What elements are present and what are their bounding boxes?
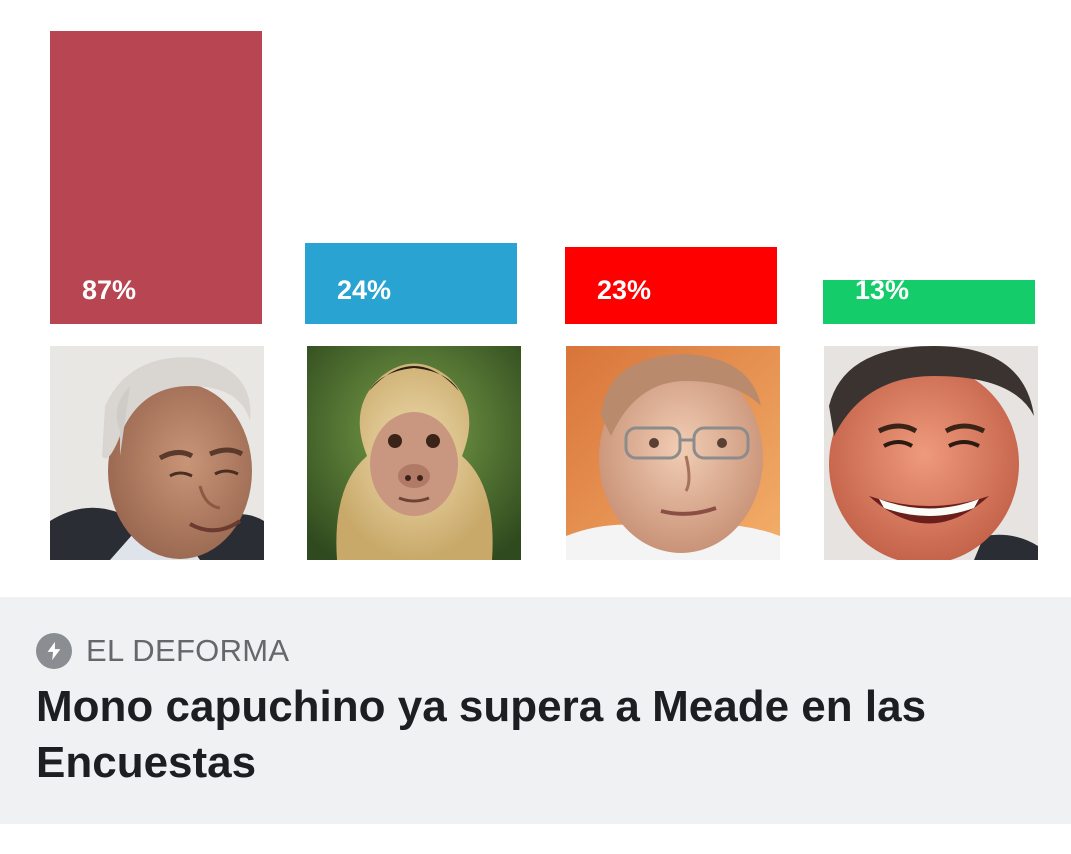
lightning-bolt-icon [36,633,72,669]
capuchin-monkey-photo [307,346,521,560]
candidate-photo-3 [566,346,780,560]
bar-label-4: 13% [855,275,909,305]
card-bottom-margin [0,824,1071,854]
candidate-photo-1 [50,346,264,560]
bar-3 [565,247,777,324]
source-row: EL DEFORMA [36,633,289,669]
poll-bar-chart: 87% 24% 23% 13% [50,31,1038,560]
bar-chart-svg: 87% 24% 23% 13% [50,31,1035,324]
candidate-photo-4 [824,346,1038,560]
source-name: EL DEFORMA [86,633,290,668]
bar-label-3: 23% [597,275,651,305]
bar-4 [823,280,1035,324]
bar-label-1: 87% [82,275,136,305]
bar-2 [305,243,517,324]
link-caption[interactable]: EL DEFORMA Mono capuchino ya supera a Me… [0,597,1071,824]
bar-label-2: 24% [337,275,391,305]
bar-1 [50,31,262,324]
article-headline[interactable]: Mono capuchino ya supera a Meade en las … [36,682,927,787]
